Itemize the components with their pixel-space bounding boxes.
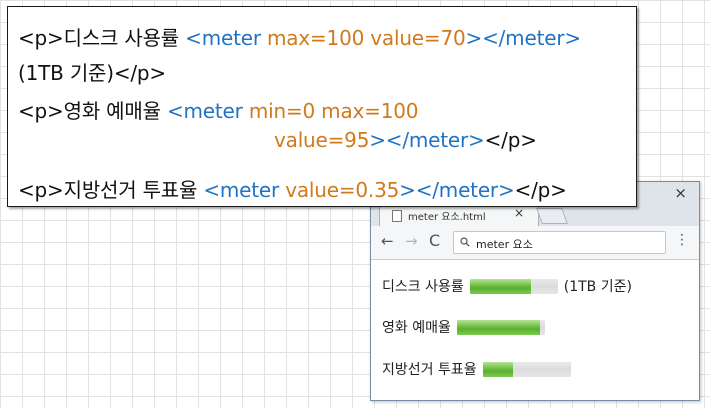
code-attributes: value=95 [274,128,370,152]
meter-fill [456,319,541,335]
meter-row-disk: 디스크 사용률 (1TB 기준) [382,276,632,296]
address-bar[interactable]: meter 요소 [453,231,666,254]
meter-fill [482,361,514,377]
code-line-3: <p>영화 예매율 <meter min=0 max=100 [18,95,418,124]
meter-label: 영화 예매율 [382,320,451,336]
code-p-open: <p> [18,178,64,202]
tab-close-icon[interactable]: × [514,206,525,220]
code-meter-close: ></meter> [369,128,485,152]
code-snippet-box: <p>디스크 사용률 <meter max=100 value=70></met… [7,6,637,207]
code-meter-open: <meter [166,99,243,123]
back-arrow-icon[interactable]: ← [381,232,394,250]
code-meter-close: ></meter> [465,26,582,50]
code-text: 디스크 사용률 [63,26,186,50]
code-p-close: </p> [484,128,537,152]
code-meter-close: ></meter> [399,178,515,202]
code-p-open: <p> [18,99,64,123]
search-icon [460,237,470,247]
new-tab-button[interactable] [536,208,568,224]
forward-arrow-icon[interactable]: → [405,232,418,250]
code-meter-open: <meter [185,26,261,50]
code-attributes: min=0 max=100 [242,99,419,123]
meter-fill [469,278,532,294]
tab-title: meter 요소.html [408,212,486,223]
code-line-5: <p>지방선거 투표율 <meter value=0.35></meter></… [18,174,567,203]
code-p-close: </p> [113,61,166,85]
reload-icon[interactable]: C [429,231,441,250]
meter-label: 지방선거 투표율 [382,362,477,378]
meter-election-turnout [482,361,571,377]
code-attributes: value=0.35 [279,178,400,202]
code-meter-open: <meter [203,178,280,202]
code-line-1: <p>디스크 사용률 <meter max=100 value=70></met… [18,22,581,51]
meter-disk-usage [469,278,558,294]
meter-movie-booking [456,319,545,335]
menu-dots-icon[interactable]: ⋮ [675,232,689,248]
window-close-icon[interactable]: × [674,184,687,202]
code-attributes: max=100 value=70 [260,26,466,50]
meter-label: 디스크 사용률 [382,279,464,295]
code-text: 영화 예매율 [63,99,167,123]
code-p-open: <p> [18,26,64,50]
browser-toolbar: ← → C meter 요소 ⋮ [371,226,699,260]
meter-suffix: (1TB 기준) [563,279,632,295]
meter-row-movie: 영화 예매율 [382,317,551,337]
page-content: 디스크 사용률 (1TB 기준) 영화 예매율 지방선거 투표율 [371,260,699,400]
page-icon [392,210,402,222]
code-line-2: (1TB 기준)</p> [18,57,166,86]
code-text: (1TB 기준) [18,61,114,85]
code-p-close: </p> [514,178,567,202]
code-line-4: value=95></meter></p> [274,128,537,152]
code-text: 지방선거 투표율 [63,178,204,202]
browser-window: meter 요소.html × × ← → C meter 요소 ⋮ 디스크 사… [370,181,700,401]
address-text: meter 요소 [476,238,533,251]
meter-row-election: 지방선거 투표율 [382,359,577,379]
